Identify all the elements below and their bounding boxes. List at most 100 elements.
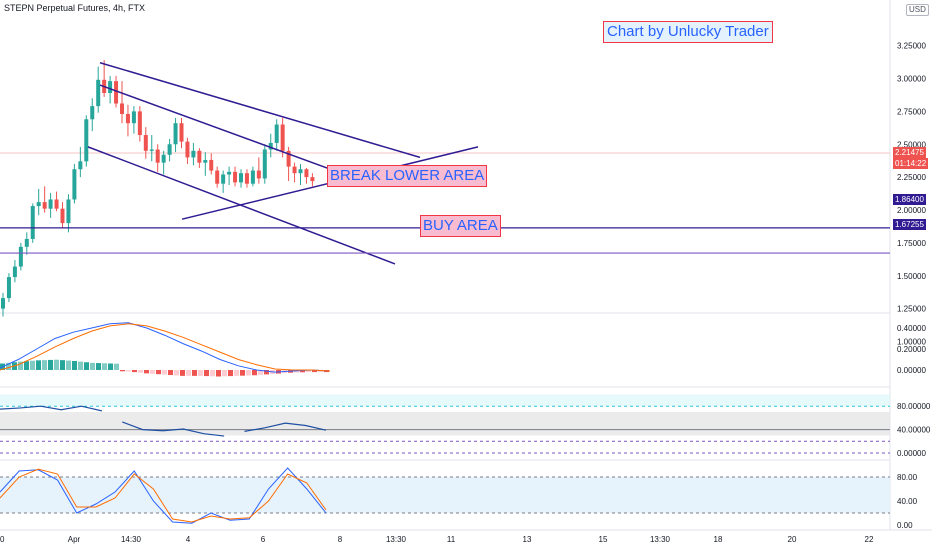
price-tick-label: 2.75000 [897, 107, 926, 116]
candle-body [155, 149, 160, 163]
macd-histogram-bar [186, 370, 191, 376]
candle-body [244, 173, 249, 184]
candle-body [60, 208, 65, 224]
macd-histogram-bar [174, 370, 179, 376]
price-tick-label: 1.00000 [897, 338, 926, 347]
macd-histogram-bar [24, 361, 29, 370]
candle-body [84, 119, 89, 162]
candle-body [72, 169, 77, 200]
candle-body [209, 160, 214, 171]
rsi-upper-band [0, 394, 890, 407]
macd-histogram-bar [300, 370, 305, 373]
macd-histogram-bar [198, 370, 203, 376]
price-tick-label: 1.25000 [897, 305, 926, 314]
macd-histogram-bar [18, 361, 23, 370]
candle-body [90, 106, 95, 120]
stoch-tick-label: 40.00 [897, 497, 918, 506]
price-tick-label: 2.50000 [897, 140, 926, 149]
macd-histogram-bar [120, 370, 125, 372]
current-price-label: 2.21475 [893, 147, 926, 158]
macd-histogram-bar [78, 361, 83, 370]
rsi-tick-label: 40.00000 [897, 426, 931, 435]
price-tick-label: 3.25000 [897, 42, 926, 51]
macd-tick-label: 0.00000 [897, 366, 926, 375]
macd-signal-line [0, 323, 331, 372]
time-axis-label: 13:30 [386, 535, 407, 544]
symbol-title[interactable]: STEPN Perpetual Futures, 4h, FTX [4, 3, 146, 13]
time-axis-label: 8 [338, 535, 343, 544]
macd-histogram-bar [132, 370, 137, 373]
candle-body [125, 114, 130, 124]
time-axis-label: 18 [714, 535, 723, 544]
stochastic-pane: 80.00 40.00 0.00 [0, 467, 918, 530]
price-tick-label: 2.00000 [897, 206, 926, 215]
candle-body [66, 199, 71, 224]
candle-body [256, 170, 261, 179]
axis-labels: 3.25000 3.00000 2.75000 2.50000 2.25000 2.000… [0, 42, 926, 544]
candle-body [179, 123, 184, 142]
currency-label[interactable]: USD [906, 4, 929, 16]
price-tick-label: 1.75000 [897, 239, 926, 248]
macd-histogram-bar [222, 370, 227, 377]
macd-tick-label: 0.40000 [897, 324, 926, 333]
macd-histogram-bar [246, 370, 251, 376]
macd-histogram-bar [54, 359, 59, 370]
candle-body [137, 111, 142, 136]
macd-histogram-bar [48, 359, 53, 370]
candle-body [304, 169, 309, 178]
time-axis-label: 22 [865, 535, 874, 544]
candle-body [197, 150, 202, 163]
price-pane [1, 60, 315, 317]
macd-histogram-bar [102, 363, 107, 370]
macd-histogram-bar [312, 370, 317, 373]
candle-body [298, 169, 303, 174]
candle-body [120, 103, 124, 115]
macd-histogram-bar [216, 370, 221, 377]
time-axis-label: 15 [599, 535, 608, 544]
candle-body [286, 150, 291, 167]
macd-histogram-bar [6, 362, 11, 370]
macd-histogram-bar [306, 370, 311, 373]
rsi-band [0, 412, 890, 436]
macd-histogram-bar [234, 370, 239, 376]
break-lower-area-note[interactable]: BREAK LOWER AREA [327, 165, 488, 187]
stoch-d-line [0, 468, 327, 523]
stoch-tick-label: 80.00 [897, 473, 918, 482]
candle-body [18, 246, 23, 267]
level-label-2: 1.67255 [893, 219, 926, 230]
candle-body [30, 206, 35, 239]
rsi-pane: 80.00000 40.00000 0.00000 [0, 394, 931, 458]
time-axis-label: 11 [447, 535, 456, 544]
bar-countdown: 01:14:22 [893, 158, 929, 169]
stoch-tick-label: 0.00 [897, 521, 913, 530]
candle-body [161, 154, 166, 163]
buy-area-note[interactable]: BUY AREA [420, 215, 501, 237]
candle-body [262, 149, 267, 179]
macd-histogram-bar [114, 363, 119, 370]
time-axis-label: 30 [0, 535, 5, 544]
chart-credit-note[interactable]: Chart by Unlucky Trader [603, 21, 773, 43]
candle-body [54, 199, 59, 209]
candle-body [36, 202, 41, 207]
time-axis-label: 13 [523, 535, 532, 544]
macd-histogram-bar [318, 370, 323, 373]
macd-line [0, 322, 331, 373]
macd-histogram-bar [72, 360, 77, 370]
candle-body [191, 150, 196, 158]
rsi-line [0, 405, 103, 412]
rsi-tick-label: 0.00000 [897, 449, 926, 458]
candle-body [6, 277, 11, 299]
macd-histogram-bar [66, 360, 71, 370]
candle-body [280, 124, 285, 151]
stoch-k-line [0, 467, 327, 524]
candle-body [221, 174, 226, 184]
macd-histogram-bar [138, 370, 143, 373]
candle-body [173, 123, 178, 145]
macd-histogram-bar [258, 370, 263, 375]
macd-histogram-bar [156, 370, 161, 375]
candle-body [96, 79, 101, 107]
candle-body [131, 111, 136, 124]
candle-body [215, 170, 220, 184]
